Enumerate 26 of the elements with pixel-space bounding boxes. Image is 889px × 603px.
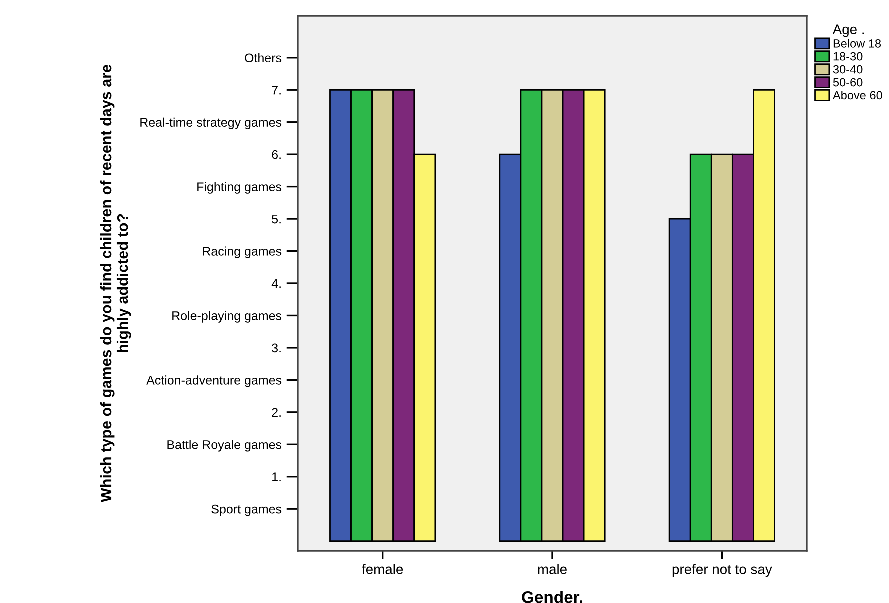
y-tick-label: Racing games bbox=[203, 246, 282, 258]
y-tick-label: 4. bbox=[272, 279, 281, 288]
y-tick-label: Fighting games bbox=[198, 182, 282, 194]
legend-label: 30-40 bbox=[833, 65, 863, 74]
x-tick-label: prefer not to say bbox=[672, 564, 772, 578]
legend-label: 18-30 bbox=[834, 52, 863, 61]
x-axis-title: Gender. bbox=[522, 591, 582, 603]
y-tick-label: Battle Royale games bbox=[168, 440, 282, 452]
y-tick-label: 3. bbox=[272, 344, 281, 353]
y-tick-label: 2. bbox=[272, 408, 281, 417]
x-tick-label: male bbox=[538, 564, 567, 574]
y-tick-label: 7. bbox=[272, 86, 281, 95]
y-axis-title: Which type of games do you find children of recent days are highly addicted to? bbox=[100, 64, 132, 502]
y-tick-label: 1. bbox=[272, 472, 281, 482]
y-tick-label: Action-adventure games bbox=[146, 376, 282, 388]
legend-title: Age . bbox=[832, 24, 864, 38]
y-tick-label: 5. bbox=[272, 214, 281, 224]
y-tick-label: Role-playing games bbox=[172, 311, 282, 323]
y-tick-label: Sport games bbox=[212, 504, 282, 516]
y-tick-label: Others bbox=[245, 53, 282, 63]
legend-label: Above 60 bbox=[832, 90, 882, 100]
x-tick-label: female bbox=[362, 564, 404, 574]
legend-label: 50-60 bbox=[833, 78, 863, 87]
legend-label: Below 18 bbox=[834, 39, 882, 48]
y-tick-label: Real-time strategy games bbox=[140, 118, 282, 130]
y-tick-label: 6. bbox=[272, 150, 281, 160]
